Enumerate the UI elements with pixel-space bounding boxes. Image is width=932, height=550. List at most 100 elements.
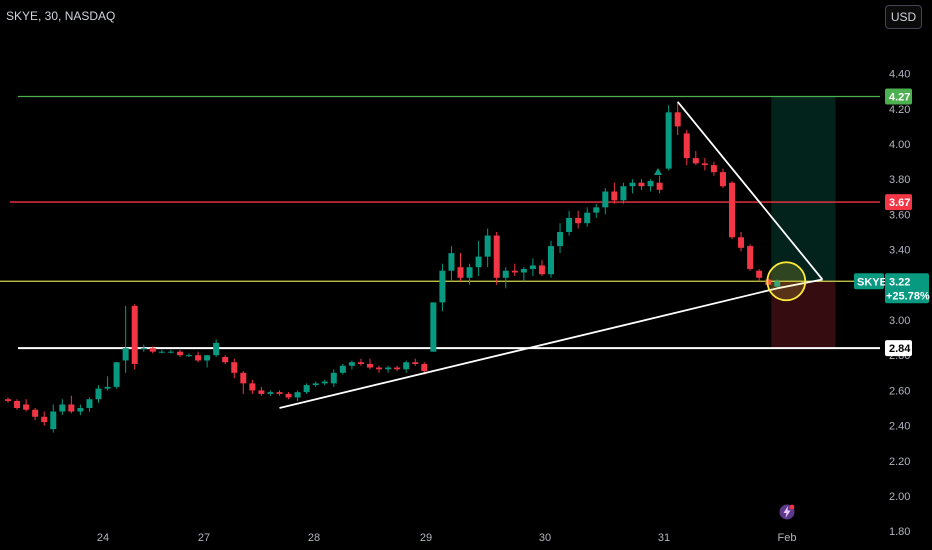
candle-body: [68, 404, 75, 412]
candle-body: [240, 372, 247, 384]
price-tag-label: 4.27: [889, 91, 910, 103]
candle-body: [14, 400, 21, 408]
candle-body: [285, 393, 292, 398]
trendline-1: [677, 101, 824, 281]
x-tick-label: 28: [308, 532, 320, 544]
highlight-circle: [766, 261, 807, 302]
candle-body: [330, 372, 337, 384]
candle-body: [566, 217, 573, 232]
price-tag: 3.67: [885, 194, 912, 211]
x-tick-label: 30: [539, 532, 551, 544]
candle-body: [484, 235, 491, 257]
candle-body: [602, 191, 609, 208]
peak-marker: [654, 168, 662, 175]
candle-body: [738, 237, 745, 248]
target-zone: [771, 96, 836, 282]
candle-body: [213, 342, 220, 356]
trendline-2: [777, 278, 823, 290]
candle-body: [674, 112, 681, 127]
candle-body: [122, 348, 129, 361]
candle-body: [86, 399, 93, 408]
candle-body: [538, 265, 545, 275]
candle-body: [719, 172, 726, 187]
candle-body: [357, 362, 364, 364]
currency-button[interactable]: USD: [885, 5, 922, 29]
y-tick-label: 1.80: [889, 526, 910, 538]
candle-body: [701, 163, 708, 166]
candle-body: [41, 416, 48, 423]
last-price-value: 3.22: [889, 276, 910, 288]
candle-body: [186, 355, 192, 357]
candle-body: [620, 186, 627, 201]
candle-body: [493, 235, 500, 278]
candle-body: [140, 348, 147, 350]
candle-body: [249, 383, 256, 391]
candle-body: [403, 362, 410, 370]
candle-body: [104, 386, 111, 389]
candle-body: [367, 364, 373, 368]
candle-body: [5, 399, 11, 401]
candle-body: [520, 268, 527, 273]
candle-body: [376, 367, 383, 370]
last-price-bg: [885, 273, 929, 304]
candle-body: [267, 392, 274, 394]
candle-body: [466, 267, 473, 278]
candle-body: [756, 270, 763, 278]
candle-body: [195, 355, 202, 361]
candle-body: [439, 270, 446, 303]
candle-body: [421, 364, 428, 372]
price-tag-label: 2.84: [889, 343, 911, 355]
candle-body: [77, 408, 84, 412]
y-tick-label: 2.20: [889, 456, 910, 468]
candle-body: [729, 182, 735, 238]
y-tick-label: 4.20: [889, 104, 910, 116]
candle-body: [294, 392, 301, 398]
candle-body: [774, 281, 781, 287]
candle-body: [656, 182, 663, 190]
candle-body: [475, 256, 482, 268]
news-flash-icon[interactable]: [779, 504, 795, 520]
candle-body: [339, 365, 346, 373]
trendline-0: [279, 287, 778, 409]
price-tag: 2.84: [885, 340, 912, 357]
candle-body: [222, 356, 229, 363]
candle-body: [448, 253, 455, 271]
last-price-change: +25.78%: [886, 290, 930, 302]
symbol-tag-label: SKYE: [857, 276, 887, 288]
candle-body: [412, 362, 419, 364]
y-tick-label: 3.60: [889, 209, 910, 221]
y-tick-label: 2.60: [889, 385, 910, 397]
x-tick-label: 29: [420, 532, 432, 544]
candle-body: [557, 232, 564, 247]
candle-body: [647, 180, 654, 187]
price-tag-bg: [885, 340, 912, 357]
candle-body: [276, 392, 283, 394]
symbol-title: SKYE, 30, NASDAQ: [6, 9, 116, 23]
candles: [5, 101, 781, 433]
price-tag-bg: [885, 194, 912, 211]
candle-body: [176, 351, 183, 356]
candle-body: [95, 388, 102, 400]
candle-body: [529, 265, 536, 269]
candle-body: [665, 112, 672, 169]
candle-body: [683, 133, 690, 159]
price-tag-bg: [885, 88, 912, 105]
candle-body: [502, 270, 509, 278]
candle-body: [638, 182, 645, 187]
candle-body: [747, 246, 754, 269]
candle-body: [430, 302, 437, 352]
candle-body: [548, 246, 554, 275]
candle-body: [59, 404, 66, 412]
y-tick-label: 3.00: [889, 315, 910, 327]
candle-body: [113, 362, 120, 387]
candle-body: [258, 390, 265, 394]
candle-body: [629, 182, 636, 187]
x-tick-label: Feb: [778, 532, 797, 544]
candle-body: [23, 404, 30, 410]
price-tag: 4.27: [885, 88, 912, 105]
y-tick-label: 3.40: [889, 245, 910, 257]
candle-body: [32, 409, 39, 417]
y-tick-label: 3.80: [889, 174, 910, 186]
symbol-tag-bg: [854, 273, 884, 290]
